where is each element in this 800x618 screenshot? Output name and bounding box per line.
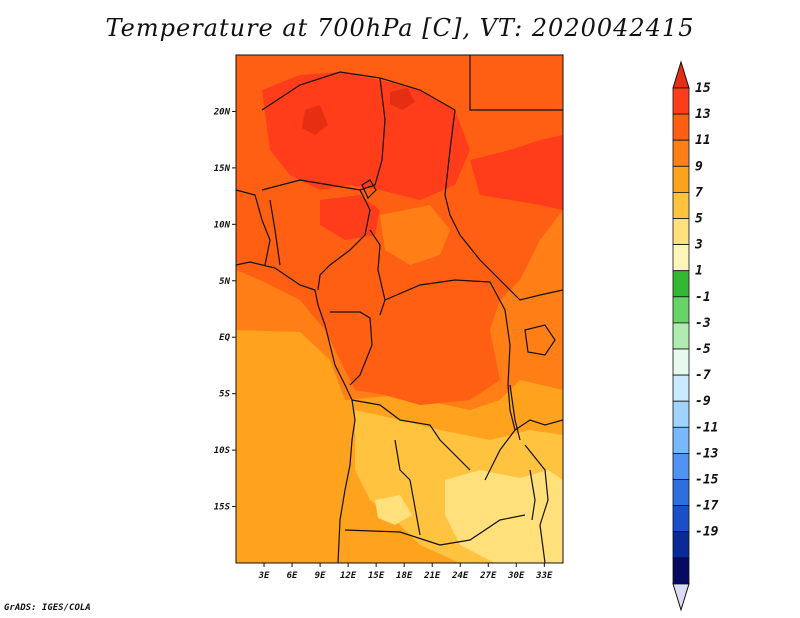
lat-tick-label: 5S — [219, 390, 230, 400]
coastline — [236, 261, 356, 563]
colorbar-swatch — [672, 452, 690, 480]
border-niger-nigeria — [261, 179, 376, 191]
border-libya-chad — [374, 77, 386, 186]
colorbar-swatch — [672, 218, 690, 246]
border-angola-namibia — [344, 529, 441, 546]
lat-tick-label: 15S — [214, 503, 231, 513]
border-west-africa — [236, 189, 271, 266]
colorbar-label: 5 — [695, 212, 703, 227]
map-frame — [235, 54, 564, 564]
lon-tick-label: 18E — [396, 571, 413, 581]
lon-tick-label: 15E — [368, 571, 385, 581]
field-band-13-15-center — [320, 195, 380, 240]
colorbar-swatch — [672, 87, 690, 115]
colorbar-label: -13 — [695, 446, 719, 461]
colorbar-label: 1 — [695, 264, 703, 279]
colorbar-swatch — [672, 322, 690, 350]
lake-malawi — [529, 469, 536, 521]
colorbar-under-triangle — [672, 583, 690, 612]
colorbar-label: -1 — [695, 290, 711, 305]
colorbar-swatch — [672, 270, 690, 298]
field-band-5-7-west — [375, 495, 412, 525]
colorbar-label: 15 — [695, 81, 711, 96]
field-band-13-15-north — [262, 72, 470, 200]
colorbar-label: -19 — [695, 525, 719, 540]
lat-tick-label: 10S — [214, 446, 231, 456]
border-chad-sudan — [444, 109, 461, 236]
lat-tick-label: 20N — [213, 107, 231, 117]
colorbar-swatch — [672, 348, 690, 376]
colorbar-swatch — [672, 191, 690, 219]
colorbar-label: -5 — [695, 342, 711, 357]
lon-tick-label: 27E — [479, 571, 497, 581]
border-drc-east — [484, 281, 516, 481]
colorbar-label: -15 — [695, 473, 719, 488]
colorbar-swatch — [672, 374, 690, 402]
colorbar-label: 13 — [695, 107, 711, 122]
lat-tick-label: EQ — [219, 333, 230, 343]
lake-victoria — [524, 324, 556, 356]
latitude-axis: 20N 15N 10N 5N EQ 5S 10S 15S — [213, 107, 236, 513]
border-car-drc — [384, 279, 491, 301]
lon-tick-label: 12E — [340, 571, 357, 581]
lon-tick-label: 24E — [451, 571, 469, 581]
colorbar-label: 3 — [694, 238, 703, 253]
colorbar-swatch — [672, 139, 690, 167]
colorbar-swatch — [672, 426, 690, 454]
colorbar-swatch — [672, 557, 690, 585]
border-congo — [330, 311, 373, 386]
temperature-field — [236, 55, 563, 563]
border-angola-drc — [351, 399, 471, 471]
colorbar-swatch — [672, 113, 690, 141]
field-band-15-plus — [302, 105, 328, 135]
lat-tick-label: 5N — [219, 277, 230, 287]
chart-title: Temperature at 700hPa [C], VT: 202004241… — [105, 14, 695, 42]
colorbar-label: -7 — [695, 368, 711, 383]
colorbar-label: -3 — [695, 316, 711, 331]
colorbar: 15 13 11 9 7 5 3 1 -1 -3 -5 -7 -9 -11 -13 -15 -17 -19 — [672, 60, 719, 612]
border-cameroon-car — [369, 229, 386, 316]
lon-tick-label: 21E — [423, 571, 441, 581]
border-malawi-mozambique — [524, 444, 549, 563]
colorbar-over-triangle — [672, 60, 690, 89]
colorbar-swatch — [672, 531, 690, 559]
lake-chad — [361, 179, 377, 200]
border-zambia-zimbabwe — [439, 514, 526, 546]
border-sudan-south — [459, 234, 563, 301]
lon-tick-label: 6E — [287, 571, 298, 581]
border-egypt-sudan — [469, 55, 563, 111]
colorbar-swatch — [672, 479, 690, 507]
lon-tick-label: 33E — [535, 571, 553, 581]
lake-tanganyika — [509, 384, 521, 441]
colorbar-label: 7 — [695, 185, 703, 200]
lat-tick-label: 10N — [214, 220, 231, 230]
colorbar-label: -9 — [695, 394, 711, 409]
colorbar-label: -17 — [695, 499, 719, 514]
border-algeria-niger-mali — [261, 71, 456, 111]
grads-credit: GrADS: IGES/COLA — [4, 603, 91, 613]
border-nigeria-cameroon — [317, 189, 371, 291]
colorbar-swatch — [672, 165, 690, 193]
colorbar-label: 9 — [695, 159, 703, 174]
colorbar-swatch — [672, 244, 690, 272]
lon-tick-label: 3E — [258, 571, 270, 581]
colorbar-swatch — [672, 400, 690, 428]
lat-tick-label: 15N — [214, 164, 231, 174]
field-band-15-plus-2 — [390, 88, 415, 110]
field-spot-center — [380, 205, 450, 265]
border-tanzania — [514, 419, 563, 431]
longitude-axis: 3E 6E 9E 12E 15E 18E 21E 24E 27E 30E 33E — [258, 563, 553, 581]
colorbar-label: -11 — [695, 420, 718, 435]
field-band-13-15-east — [470, 135, 563, 210]
colorbar-label: 11 — [695, 133, 711, 148]
country-borders — [236, 55, 563, 563]
lon-tick-label: 30E — [507, 571, 525, 581]
colorbar-swatch — [672, 296, 690, 324]
border-angola-zambia — [394, 439, 421, 536]
border-benin-togo — [269, 199, 281, 266]
lon-tick-label: 9E — [315, 571, 326, 581]
colorbar-swatch — [672, 505, 690, 533]
